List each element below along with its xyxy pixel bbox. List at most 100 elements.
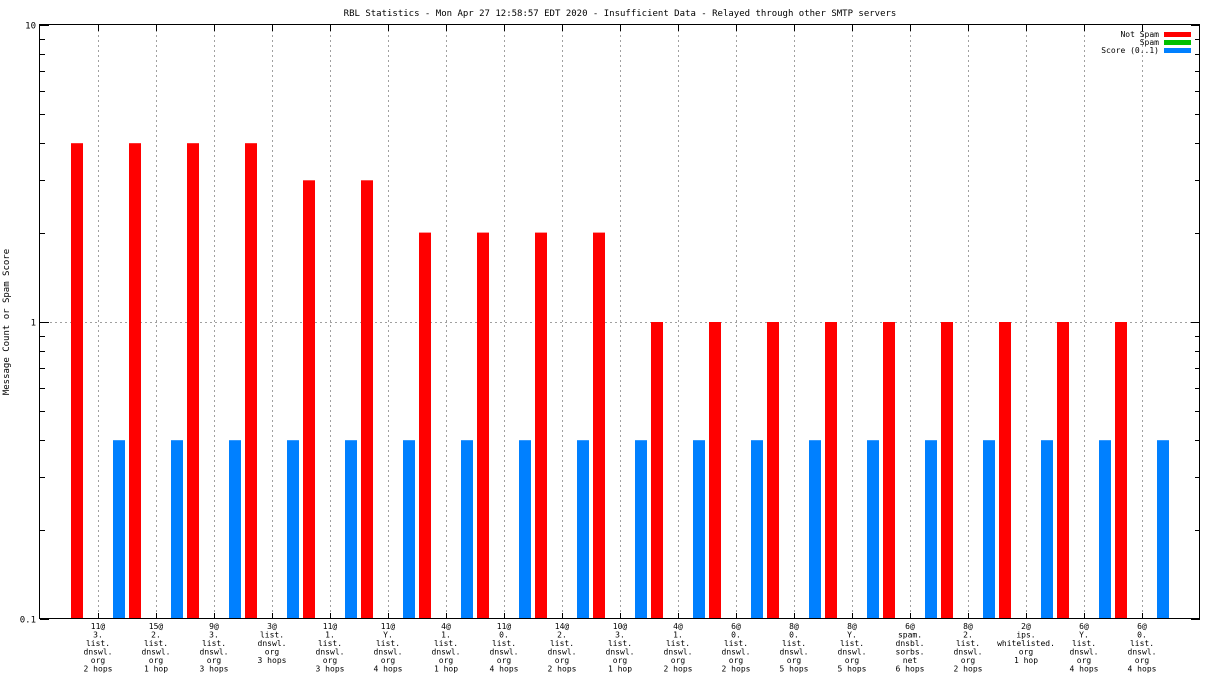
x-tick-label-line: org [381, 656, 396, 665]
x-tick-label-line: 8@ [789, 622, 799, 631]
x-tick-label-line: dnswl. [200, 648, 229, 657]
x-tick-label: 4@ 1. list. dnswl. org 1 hop [432, 622, 461, 674]
x-tick-label-line: 11@ [497, 622, 512, 631]
x-tick-label-line: 2@ [1021, 622, 1031, 631]
bar-score-0-1 [229, 440, 241, 619]
x-tick-label-line: org [149, 656, 164, 665]
bar-not-spam [825, 322, 837, 619]
x-tick-label-line: 1 hop [434, 665, 458, 674]
x-tick-label-line: 8@ [847, 622, 857, 631]
x-tick-label-line: 9@ [209, 622, 219, 631]
x-tick-label-line: 4 hops [1070, 665, 1099, 674]
x-tick-label-line: org [729, 656, 744, 665]
x-tick-label-line: list. [550, 639, 574, 648]
x-tick-label-line: 15@ [149, 622, 164, 631]
x-tick-label-line: dnswl. [606, 648, 635, 657]
bar-score-0-1 [1041, 440, 1053, 619]
x-tick-label-line: dnswl. [548, 648, 577, 657]
x-tick-label-line: 2 hops [722, 665, 751, 674]
x-tick-label-line: list. [1130, 639, 1154, 648]
x-tick-label-line: 0. [1137, 631, 1147, 640]
y-tick-label: 10 [25, 22, 36, 32]
bar-not-spam [535, 232, 547, 619]
bar-not-spam [129, 143, 141, 619]
x-tick-label: 14@ 2. list. dnswl. org 2 hops [548, 622, 577, 674]
x-tick-label: 6@ 0. list. dnswl. org 2 hops [722, 622, 751, 674]
bar-not-spam [187, 143, 199, 619]
x-tick-label: 15@ 2. list. dnswl. org 1 hop [142, 622, 171, 674]
legend-label: Not Spam [1120, 30, 1159, 39]
bar-score-0-1 [751, 440, 763, 619]
x-tick-label-line: ips. [1016, 631, 1035, 640]
legend-swatch [1164, 48, 1191, 53]
x-tick-label: 8@ 0. list. dnswl. org 5 hops [780, 622, 809, 674]
bar-score-0-1 [809, 440, 821, 619]
x-tick-label-line: list. [202, 639, 226, 648]
x-tick-label-line: 1. [441, 631, 451, 640]
x-tick-label-line: org [555, 656, 570, 665]
x-tick-label-line: 8@ [963, 622, 973, 631]
bar-not-spam [651, 322, 663, 619]
bar-score-0-1 [983, 440, 995, 619]
bar-score-0-1 [1157, 440, 1169, 619]
x-tick-label-line: 1 hop [144, 665, 168, 674]
x-tick-label-line: 14@ [555, 622, 570, 631]
x-tick-label-line: list. [318, 639, 342, 648]
bar-not-spam [941, 322, 953, 619]
bar-score-0-1 [171, 440, 183, 619]
x-tick-label-line: 0. [499, 631, 509, 640]
x-tick-label: 2@ ips. whitelisted. org 1 hop [997, 622, 1055, 665]
x-tick-label-line: 3@ [267, 622, 277, 631]
x-tick-label-line: dnswl. [722, 648, 751, 657]
x-tick-label-line: org [323, 656, 338, 665]
x-tick-label-line: 2 hops [954, 665, 983, 674]
x-tick-label-line: list. [376, 639, 400, 648]
x-tick-label-line: org [845, 656, 860, 665]
bar-score-0-1 [693, 440, 705, 619]
bar-score-0-1 [635, 440, 647, 619]
x-tick-label-line: 3. [615, 631, 625, 640]
x-tick-label-line: 4 hops [1128, 665, 1157, 674]
x-tick-label-line: 2 hops [84, 665, 113, 674]
x-tick-label-line: 11@ [323, 622, 338, 631]
x-tick-label-line: 11@ [91, 622, 106, 631]
bar-not-spam [1057, 322, 1069, 619]
x-tick-label-line: list. [840, 639, 864, 648]
x-tick-label-line: 3 hops [200, 665, 229, 674]
y-tick-label: 0.1 [20, 616, 36, 626]
x-tick-label-line: 5 hops [780, 665, 809, 674]
x-tick-label-line: 2. [963, 631, 973, 640]
x-tick-label-line: list. [1072, 639, 1096, 648]
x-tick-label: 6@ 0. list. dnswl. org 4 hops [1128, 622, 1157, 674]
x-tick-label-line: Y. [847, 631, 857, 640]
x-tick-label-line: org [497, 656, 512, 665]
bar-score-0-1 [345, 440, 357, 619]
x-tick-label-line: 6@ [1079, 622, 1089, 631]
x-tick-label-line: dnswl. [490, 648, 519, 657]
x-tick-label-line: dnswl. [316, 648, 345, 657]
bar-not-spam [419, 232, 431, 619]
x-tick-label-line: 3. [209, 631, 219, 640]
x-tick-label-line: dnswl. [374, 648, 403, 657]
x-tick-label-line: list. [144, 639, 168, 648]
x-tick-label-line: dnswl. [1070, 648, 1099, 657]
bar-score-0-1 [287, 440, 299, 619]
x-tick-label-line: 4@ [441, 622, 451, 631]
x-tick-label-line: dnswl. [142, 648, 171, 657]
legend-swatch [1164, 40, 1191, 45]
x-tick-label: 9@ 3. list. dnswl. org 3 hops [200, 622, 229, 674]
x-tick-label-line: 0. [731, 631, 741, 640]
x-tick-label-line: list. [782, 639, 806, 648]
x-tick-label-line: dnsbl. [896, 639, 925, 648]
x-tick-label-line: list. [86, 639, 110, 648]
x-tick-label-line: 1 hop [1014, 656, 1038, 665]
bar-not-spam [477, 232, 489, 619]
x-tick-label-line: 4@ [673, 622, 683, 631]
x-tick-label-line: 2. [151, 631, 161, 640]
bar-not-spam [593, 232, 605, 619]
x-tick-label-line: org [961, 656, 976, 665]
bar-not-spam [999, 322, 1011, 619]
x-tick-label-line: 4 hops [490, 665, 519, 674]
x-tick-label: 8@ Y. list. dnswl. org 5 hops [838, 622, 867, 674]
